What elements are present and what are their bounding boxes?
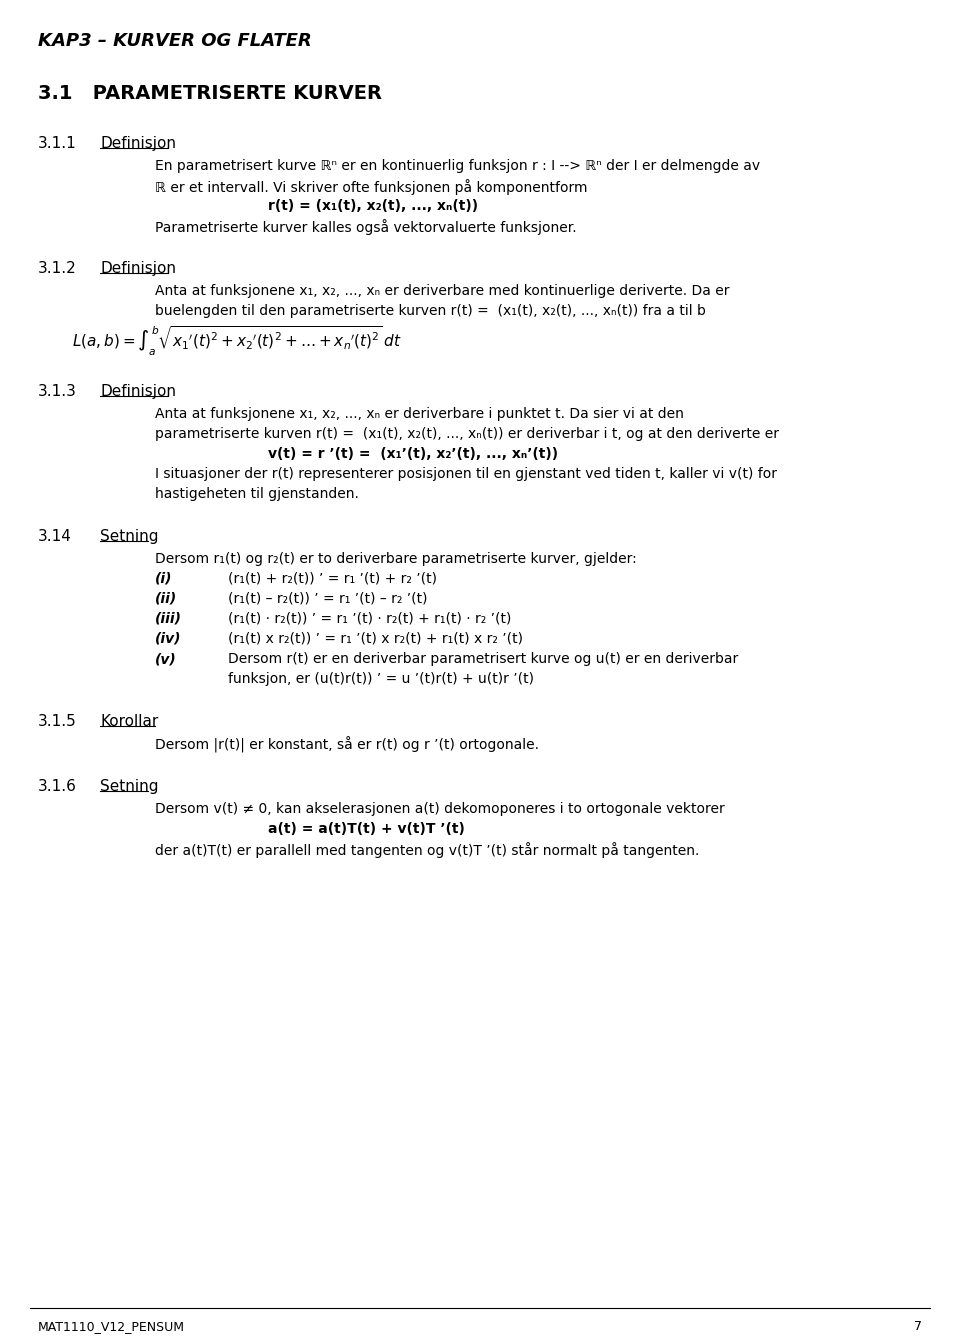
Text: 3.1.1: 3.1.1	[38, 136, 77, 151]
Text: (v): (v)	[155, 652, 177, 667]
Text: ℝ er et intervall. Vi skriver ofte funksjonen på komponentform: ℝ er et intervall. Vi skriver ofte funks…	[155, 179, 588, 195]
Text: Definisjon: Definisjon	[100, 136, 176, 151]
Text: r(t) = (x₁(t), x₂(t), ..., xₙ(t)): r(t) = (x₁(t), x₂(t), ..., xₙ(t))	[268, 199, 478, 212]
Text: (r₁(t) – r₂(t)) ’ = r₁ ’(t) – r₂ ’(t): (r₁(t) – r₂(t)) ’ = r₁ ’(t) – r₂ ’(t)	[228, 591, 427, 606]
Text: MAT1110_V12_PENSUM: MAT1110_V12_PENSUM	[38, 1320, 185, 1333]
Text: (iii): (iii)	[155, 612, 182, 626]
Text: $L(a,b)=\int_{a}^{b}\sqrt{x_1{'}(t)^2+x_2{'}(t)^2+\ldots+x_n{'}(t)^2}\,dt$: $L(a,b)=\int_{a}^{b}\sqrt{x_1{'}(t)^2+x_…	[72, 324, 401, 358]
Text: funksjon, er (u(t)r(t)) ’ = u ’(t)r(t) + u(t)r ’(t): funksjon, er (u(t)r(t)) ’ = u ’(t)r(t) +…	[228, 672, 534, 685]
Text: Dersom |r(t)| er konstant, så er r(t) og r ’(t) ortogonale.: Dersom |r(t)| er konstant, så er r(t) og…	[155, 737, 539, 754]
Text: 3.1.3: 3.1.3	[38, 384, 77, 399]
Text: Korollar: Korollar	[100, 714, 158, 728]
Text: (r₁(t) + r₂(t)) ’ = r₁ ’(t) + r₂ ’(t): (r₁(t) + r₂(t)) ’ = r₁ ’(t) + r₂ ’(t)	[228, 573, 437, 586]
Text: Parametriserte kurver kalles også vektorvaluerte funksjoner.: Parametriserte kurver kalles også vektor…	[155, 219, 577, 235]
Text: hastigeheten til gjenstanden.: hastigeheten til gjenstanden.	[155, 487, 359, 501]
Text: Setning: Setning	[100, 530, 158, 544]
Text: 3.1.6: 3.1.6	[38, 780, 77, 794]
Text: Definisjon: Definisjon	[100, 261, 176, 276]
Text: (i): (i)	[155, 573, 173, 586]
Text: a(t) = a(t)T(t) + v(t)T ’(t): a(t) = a(t)T(t) + v(t)T ’(t)	[268, 823, 465, 836]
Text: 3.1.5: 3.1.5	[38, 714, 77, 728]
Text: Dersom r(t) er en deriverbar parametrisert kurve og u(t) er en deriverbar: Dersom r(t) er en deriverbar parametrise…	[228, 652, 738, 667]
Text: Dersom v(t) ≠ 0, kan akselerasjonen a(t) dekomoponeres i to ortogonale vektorer: Dersom v(t) ≠ 0, kan akselerasjonen a(t)…	[155, 802, 725, 816]
Text: KAP3 – KURVER OG FLATER: KAP3 – KURVER OG FLATER	[38, 32, 312, 50]
Text: (ii): (ii)	[155, 591, 178, 606]
Text: 3.14: 3.14	[38, 530, 72, 544]
Text: (r₁(t) · r₂(t)) ’ = r₁ ’(t) · r₂(t) + r₁(t) · r₂ ’(t): (r₁(t) · r₂(t)) ’ = r₁ ’(t) · r₂(t) + r₁…	[228, 612, 512, 626]
Text: Anta at funksjonene x₁, x₂, ..., xₙ er deriverbare med kontinuerlige deriverte. : Anta at funksjonene x₁, x₂, ..., xₙ er d…	[155, 284, 730, 298]
Text: 7: 7	[914, 1320, 922, 1333]
Text: Setning: Setning	[100, 780, 158, 794]
Text: (iv): (iv)	[155, 632, 181, 646]
Text: I situasjoner der r(t) representerer posisjonen til en gjenstant ved tiden t, ka: I situasjoner der r(t) representerer pos…	[155, 466, 777, 481]
Text: Anta at funksjonene x₁, x₂, ..., xₙ er deriverbare i punktet t. Da sier vi at de: Anta at funksjonene x₁, x₂, ..., xₙ er d…	[155, 407, 684, 421]
Text: buelengden til den parametriserte kurven r(t) =  (x₁(t), x₂(t), ..., xₙ(t)) fra : buelengden til den parametriserte kurven…	[155, 304, 706, 319]
Text: Definisjon: Definisjon	[100, 384, 176, 399]
Text: Dersom r₁(t) og r₂(t) er to deriverbare parametriserte kurver, gjelder:: Dersom r₁(t) og r₂(t) er to deriverbare …	[155, 552, 636, 566]
Text: 3.1   PARAMETRISERTE KURVER: 3.1 PARAMETRISERTE KURVER	[38, 83, 382, 103]
Text: (r₁(t) x r₂(t)) ’ = r₁ ’(t) x r₂(t) + r₁(t) x r₂ ’(t): (r₁(t) x r₂(t)) ’ = r₁ ’(t) x r₂(t) + r₁…	[228, 632, 523, 646]
Text: En parametrisert kurve ℝⁿ er en kontinuerlig funksjon r : I --> ℝⁿ der I er delm: En parametrisert kurve ℝⁿ er en kontinue…	[155, 159, 760, 173]
Text: der a(t)T(t) er parallell med tangenten og v(t)T ’(t) står normalt på tangenten.: der a(t)T(t) er parallell med tangenten …	[155, 841, 700, 857]
Text: parametriserte kurven r(t) =  (x₁(t), x₂(t), ..., xₙ(t)) er deriverbar i t, og a: parametriserte kurven r(t) = (x₁(t), x₂(…	[155, 427, 779, 441]
Text: 3.1.2: 3.1.2	[38, 261, 77, 276]
Text: v(t) = r ’(t) =  (x₁’(t), x₂’(t), ..., xₙ’(t)): v(t) = r ’(t) = (x₁’(t), x₂’(t), ..., xₙ…	[268, 448, 558, 461]
